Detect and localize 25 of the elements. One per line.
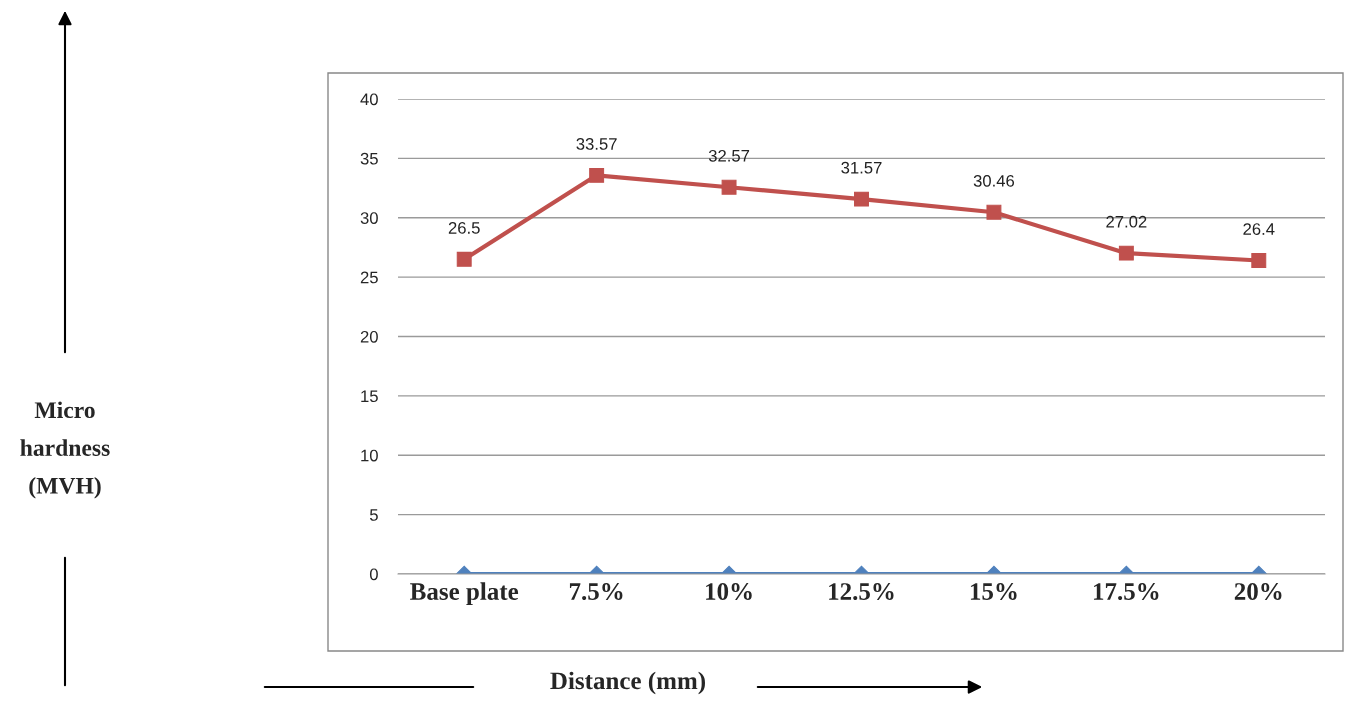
y-tick-label: 15	[361, 390, 378, 403]
data-label: 27.02	[1106, 215, 1147, 228]
x-tick-label: 12.5%	[829, 583, 894, 601]
x-tick-label: 10%	[706, 583, 752, 601]
y-tick-label: 5	[369, 509, 378, 521]
y-tick-label: 35	[360, 152, 378, 165]
data-label: 31.57	[841, 161, 882, 174]
data-label: 26.4	[1243, 223, 1275, 235]
data-label: 30.46	[973, 174, 1015, 187]
y-tick-label: 30	[360, 212, 378, 224]
y-tick-label: 20	[360, 330, 378, 343]
x-tick-label: 17.5%	[1093, 583, 1159, 601]
y-tick-label: 25	[360, 271, 378, 284]
data-label: 33.57	[576, 138, 617, 150]
x-tick-label: 15%	[970, 583, 1017, 601]
x-tick-label: Base plate	[410, 582, 519, 606]
y-tick-label: 0	[369, 568, 378, 581]
x-tick-label: 7.5%	[569, 583, 623, 601]
x-axis-title: Distance (mm)	[550, 671, 705, 695]
y-tick-label: 40	[360, 93, 378, 106]
x-tick-label: 20%	[1234, 583, 1282, 601]
data-label: 26.5	[448, 221, 480, 234]
text: Micro hardness (MVH)	[20, 401, 110, 499]
y-tick-label: 10	[361, 449, 378, 462]
data-label: 32.57	[708, 149, 750, 162]
